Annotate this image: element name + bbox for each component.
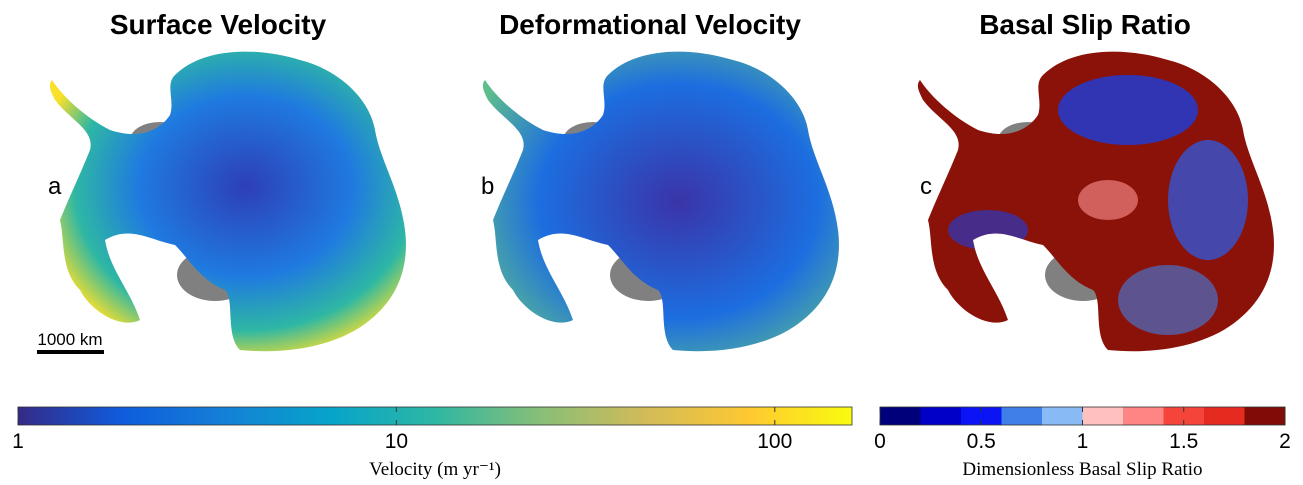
colorbar-bin: [1083, 407, 1124, 425]
tick-label: 1: [12, 430, 24, 453]
map: [50, 52, 406, 352]
panel-title: Deformational Velocity: [499, 9, 801, 40]
colorbar-bin: [1042, 407, 1083, 425]
colorbar-label: Dimensionless Basal Slip Ratio: [962, 459, 1202, 480]
panel-b: Deformational Velocity b: [481, 9, 839, 351]
panel-title: Basal Slip Ratio: [979, 9, 1191, 40]
colorbar-label: Velocity (m yr⁻¹): [369, 459, 501, 480]
tick-label: 0.5: [967, 430, 996, 453]
colorbar-bin: [880, 407, 921, 425]
panel-letter: b: [481, 173, 494, 200]
scale-label: 1000 km: [37, 330, 102, 349]
map: [483, 52, 839, 352]
panel-letter: c: [920, 173, 932, 200]
panel-title: Surface Velocity: [110, 9, 327, 40]
colorbar-bin: [1123, 407, 1164, 425]
colorbar-bin: [1204, 407, 1245, 425]
colorbar: [18, 407, 852, 425]
colorbar-bin: [1245, 407, 1286, 425]
colorbar-bin: [1002, 407, 1043, 425]
panel-a: Surface Velocity a 1000 km: [37, 9, 406, 352]
tick-label: 1: [1077, 430, 1089, 453]
panel-c: Basal Slip Ratio c: [918, 9, 1274, 351]
tick-label: 1.5: [1169, 430, 1198, 453]
tick-label: 0: [874, 430, 886, 453]
tick-label: 10: [385, 430, 408, 453]
panel-letter: a: [48, 173, 62, 200]
colorbar-bin: [921, 407, 962, 425]
tick-label: 2: [1279, 430, 1291, 453]
figure: Surface Velocity a 1000 km Deformational…: [0, 0, 1303, 485]
tick-label: 100: [757, 430, 792, 453]
